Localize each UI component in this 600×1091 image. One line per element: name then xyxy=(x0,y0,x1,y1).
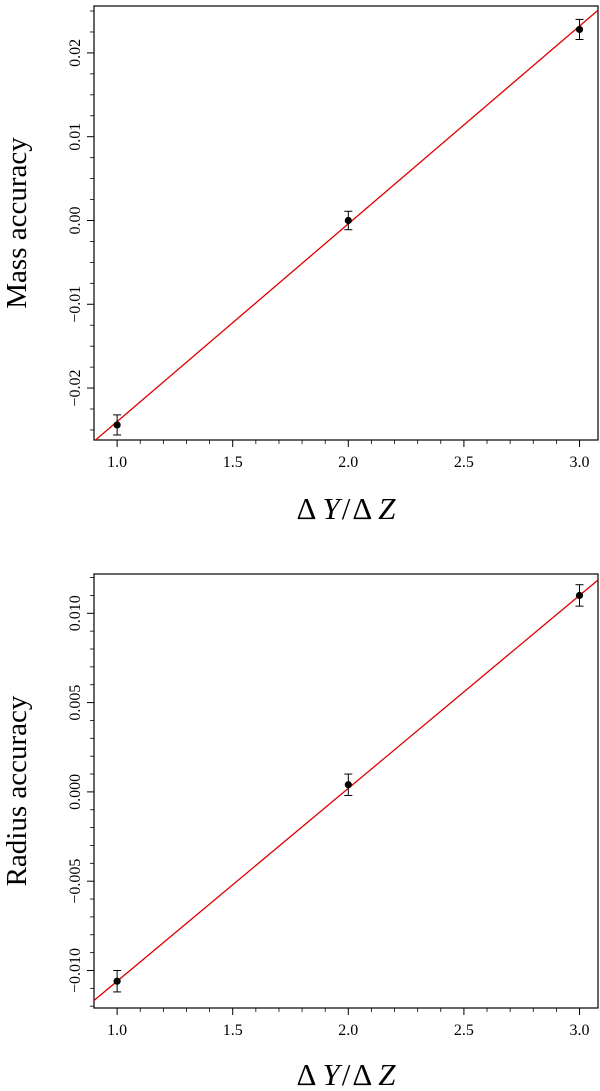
mass-accuracy-data-point xyxy=(113,421,121,429)
mass-accuracy-x-tick-label: 2.0 xyxy=(338,454,358,471)
radius-accuracy-ylabel: Radius accuracy xyxy=(1,695,33,886)
radius-accuracy-x-tick-label: 2.0 xyxy=(338,1022,358,1039)
radius-accuracy-x-tick-label: 3.0 xyxy=(570,1022,590,1039)
radius-accuracy-fit-line xyxy=(94,579,598,1001)
mass-accuracy-x-tick-label: 3.0 xyxy=(570,454,590,471)
mass-accuracy-y-tick-label: −0.02 xyxy=(67,370,84,407)
mass-accuracy-x-tick-label: 1.5 xyxy=(223,454,243,471)
radius-accuracy-data-point xyxy=(575,591,584,600)
radius-accuracy-y-tick-label: −0.010 xyxy=(67,948,84,993)
radius-accuracy-data-point xyxy=(344,781,352,789)
mass-accuracy-x-tick-label: 2.5 xyxy=(454,454,474,471)
radius-accuracy-x-tick-label: 1.0 xyxy=(107,1022,127,1039)
mass-accuracy-y-tick-label: 0.01 xyxy=(67,123,84,151)
mass-accuracy-y-tick-label: 0.00 xyxy=(67,206,84,234)
mass-accuracy-plot-frame xyxy=(93,5,599,441)
mass-accuracy-x-tick-label: 1.0 xyxy=(107,454,127,471)
radius-accuracy-panel: 1.0 1.5 2.0 2.5 3.0 −0.010 −0.005 0.000 0.005 0.0… xyxy=(1,573,599,1091)
mass-accuracy-panel: 1.0 1.5 2.0 2.5 3.0 −0.02 −0.01 0.00 0.01 0.02 Ma… xyxy=(1,5,599,526)
mass-accuracy-fit-line xyxy=(94,9,598,440)
radius-accuracy-x-tick-label: 1.5 xyxy=(223,1022,243,1039)
radius-accuracy-y-tick-label: 0.005 xyxy=(67,685,84,721)
mass-accuracy-marks: 1.0 1.5 2.0 2.5 3.0 −0.02 −0.01 0.00 0.01 0.02 xyxy=(67,5,599,471)
radius-accuracy-y-tick-label: 0.000 xyxy=(67,774,84,810)
radius-accuracy-y-tick-label: 0.010 xyxy=(67,595,84,631)
mass-accuracy-data-point xyxy=(344,216,352,225)
mass-accuracy-ylabel: Mass accuracy xyxy=(1,137,33,309)
radius-accuracy-y-tick-label: −0.005 xyxy=(67,859,84,904)
radius-accuracy-xlabel: Δ Y/Δ Z xyxy=(297,1057,397,1091)
mass-accuracy-y-tick-label: 0.02 xyxy=(67,39,84,67)
mass-accuracy-y-tick-label: −0.01 xyxy=(67,286,84,323)
radius-accuracy-plot-frame xyxy=(93,573,599,1009)
mass-accuracy-data-point xyxy=(575,25,584,34)
radius-accuracy-data-point xyxy=(113,977,121,985)
mass-accuracy-xlabel: Δ Y/Δ Z xyxy=(297,491,397,526)
radius-accuracy-marks: 1.0 1.5 2.0 2.5 3.0 −0.010 −0.005 0.000 0.005 0.0… xyxy=(67,573,599,1039)
radius-accuracy-x-tick-label: 2.5 xyxy=(454,1022,474,1039)
